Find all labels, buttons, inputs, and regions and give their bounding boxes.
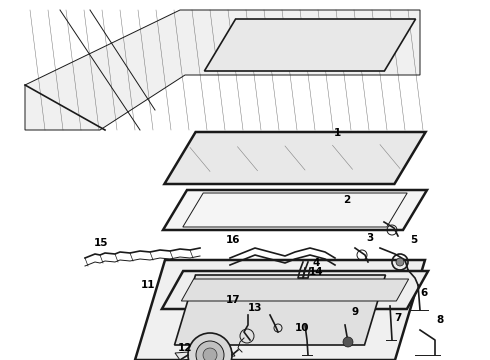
Text: 12: 12 xyxy=(178,343,192,353)
Text: 8: 8 xyxy=(437,315,443,325)
Text: 1: 1 xyxy=(333,128,341,138)
Circle shape xyxy=(203,348,217,360)
Text: 11: 11 xyxy=(141,280,155,290)
Polygon shape xyxy=(163,190,427,230)
Text: 17: 17 xyxy=(226,295,240,305)
Text: 9: 9 xyxy=(351,307,359,317)
Text: 3: 3 xyxy=(367,233,374,243)
Text: 2: 2 xyxy=(343,195,351,205)
Circle shape xyxy=(343,337,353,347)
Circle shape xyxy=(396,258,404,266)
Text: 6: 6 xyxy=(420,288,428,298)
Polygon shape xyxy=(175,349,235,360)
Circle shape xyxy=(188,333,232,360)
Text: 15: 15 xyxy=(94,238,108,248)
Text: 13: 13 xyxy=(248,303,262,313)
Circle shape xyxy=(196,341,224,360)
Text: 10: 10 xyxy=(295,323,309,333)
Polygon shape xyxy=(165,132,426,184)
Text: 14: 14 xyxy=(309,267,323,277)
Text: 7: 7 xyxy=(394,313,402,323)
Polygon shape xyxy=(135,260,425,360)
Polygon shape xyxy=(25,10,420,130)
Text: 4: 4 xyxy=(312,258,319,268)
Polygon shape xyxy=(162,271,428,309)
Polygon shape xyxy=(174,275,386,345)
Text: 16: 16 xyxy=(226,235,240,245)
Text: 5: 5 xyxy=(411,235,417,245)
Polygon shape xyxy=(204,19,416,71)
Polygon shape xyxy=(181,279,409,301)
